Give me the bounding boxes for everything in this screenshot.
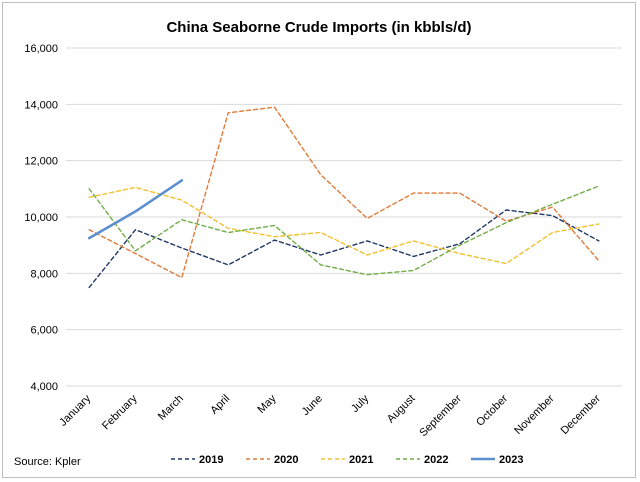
y-tick-label: 12,000 [24, 156, 58, 168]
legend-label-2019: 2019 [199, 454, 223, 466]
chart-title: China Seaborne Crude Imports (in kbbls/d… [166, 19, 471, 36]
x-tick-label: December [559, 392, 604, 437]
x-tick-label: August [385, 393, 418, 426]
legend-label-2023: 2023 [499, 454, 523, 466]
y-axis-ticks: 4,000 6,000 8,000 10,000 12,000 14,000 16,000 [24, 43, 58, 393]
x-tick-label: April [208, 393, 232, 417]
legend-label-2022: 2022 [424, 454, 448, 466]
y-tick-label: 6,000 [30, 325, 58, 337]
series-line-2020 [88, 106, 600, 279]
x-tick-label: November [512, 392, 557, 437]
series-line-2019 [88, 209, 600, 289]
series-lines [87, 106, 600, 289]
gridlines [66, 47, 622, 387]
y-tick-label: 8,000 [30, 268, 58, 280]
x-tick-label: July [349, 392, 372, 415]
chart-frame: China Seaborne Crude Imports (in kbbls/d… [2, 2, 636, 478]
x-tick-label: January [57, 392, 94, 429]
y-tick-label: 10,000 [24, 212, 58, 224]
y-tick-label: 16,000 [24, 43, 58, 55]
line-chart: China Seaborne Crude Imports (in kbbls/d… [14, 19, 622, 468]
legend-label-2020: 2020 [274, 454, 298, 466]
x-tick-label: March [156, 393, 186, 423]
x-tick-label: September [417, 392, 464, 439]
y-tick-label: 4,000 [30, 381, 58, 393]
y-tick-label: 14,000 [24, 99, 58, 111]
legend-label-2021: 2021 [349, 454, 373, 466]
x-tick-label: May [255, 392, 279, 416]
x-axis-ticks: January February March April May June July Augu… [57, 392, 603, 439]
legend: 2019 2020 2021 2022 2023 [171, 454, 523, 466]
x-tick-label: February [100, 392, 140, 432]
series-line-2022 [88, 185, 600, 276]
series-line-2023 [87, 179, 184, 240]
x-tick-label: June [300, 393, 325, 418]
x-tick-label: October [474, 392, 510, 428]
source-note: Source: Kpler [14, 456, 81, 468]
series-line-2021 [88, 186, 600, 265]
